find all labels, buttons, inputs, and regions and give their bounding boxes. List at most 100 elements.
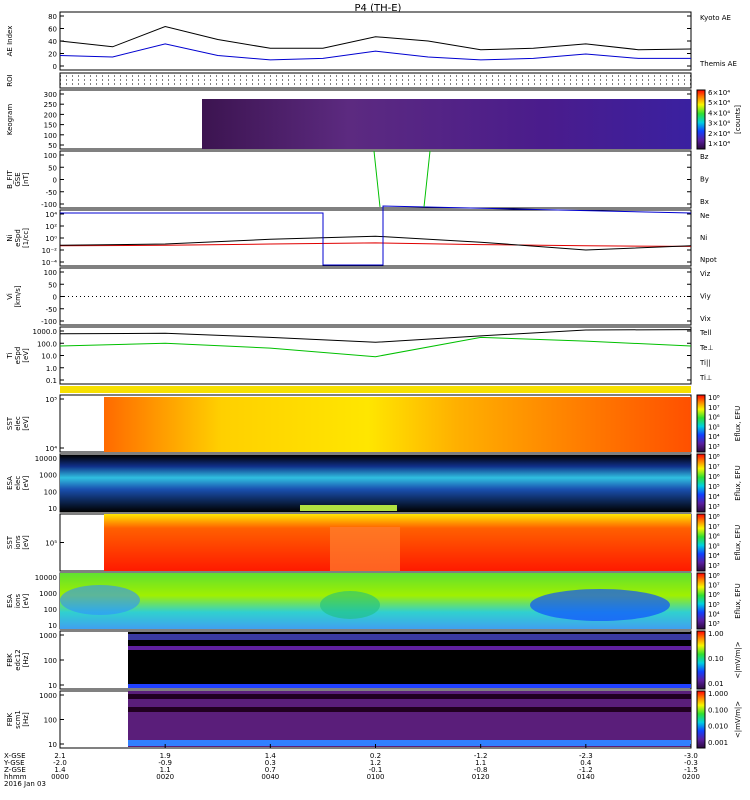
panel-ylabel-fbk_scm: scm1 bbox=[14, 710, 22, 729]
x-axis-row-label: hhmm bbox=[4, 773, 27, 781]
tick-label: 100 bbox=[44, 152, 57, 160]
x-axis-value: 1.4 bbox=[54, 766, 66, 774]
tick-label: 0 bbox=[53, 294, 57, 302]
x-axis-value: -2.3 bbox=[579, 752, 593, 760]
x-axis-row-label: X-GSE bbox=[4, 752, 26, 760]
panel-ylabel-keogram: Keogram bbox=[6, 104, 14, 135]
colorbar-label: 0.10 bbox=[708, 655, 724, 663]
colorbar-label: 10⁶ bbox=[708, 533, 720, 541]
colorbar-label: 10⁷ bbox=[708, 404, 720, 412]
colorbar-label: 10⁶ bbox=[708, 473, 720, 481]
panel-ylabel-esa_e: [eV] bbox=[22, 475, 30, 490]
colorbar-label: 10⁸ bbox=[708, 394, 720, 402]
colorbar-label: 10⁷ bbox=[708, 582, 720, 590]
colorbars: 6×10⁴ 5×10⁴ 4×10⁴ 3×10⁴ 2×10⁴ 1×10⁴ [counts] 10… bbox=[696, 89, 742, 749]
colorbar-label: 10³ bbox=[708, 620, 720, 628]
tick-label: 80 bbox=[48, 13, 57, 21]
colorbar-label: 0.01 bbox=[708, 680, 724, 688]
tick-label: 10⁰ bbox=[45, 235, 57, 243]
colorbar-label: 10³ bbox=[708, 562, 720, 570]
legend-vix: Vix bbox=[700, 315, 711, 323]
legend-ti: Ti|| bbox=[699, 359, 711, 367]
panel-ylabel-density: eSpd bbox=[14, 229, 22, 247]
tick-label: 1000.0 bbox=[33, 328, 58, 336]
fbk-scm-band-3 bbox=[128, 740, 691, 746]
panel-ylabel-velocity: Vi bbox=[6, 293, 14, 300]
tick-label: 10⁴ bbox=[45, 445, 57, 453]
x-axis-value: 0120 bbox=[472, 773, 490, 781]
panel-ylabel-fbk_edc: edc12 bbox=[14, 649, 22, 671]
colorbar-esa_i bbox=[696, 572, 706, 630]
colorbar-label: 10⁵ bbox=[708, 542, 720, 550]
colorbar-label: 10⁵ bbox=[708, 483, 720, 491]
colorbar-label: 2×10⁴ bbox=[708, 130, 730, 138]
esa-elec-image bbox=[60, 455, 691, 512]
colorbar-label: 4×10⁴ bbox=[708, 109, 730, 117]
tick-label: 1000 bbox=[39, 632, 57, 640]
colorbar-label: 10⁵ bbox=[708, 423, 720, 431]
tick-label: 10000 bbox=[35, 574, 57, 582]
panel-ylabel-esa_i: ESA bbox=[6, 594, 14, 608]
legend-bz: Bz bbox=[700, 153, 709, 161]
legend-kyotoae: Kyoto AE bbox=[700, 14, 731, 22]
x-axis-value: -0.8 bbox=[474, 766, 488, 774]
panel-ylabel-sst_i: SST bbox=[6, 535, 14, 549]
panel-ylabel-fbk_scm: FBK bbox=[6, 712, 14, 726]
x-axis-value: 1.9 bbox=[160, 752, 171, 760]
colorbar-label: 10⁶ bbox=[708, 591, 720, 599]
fbk-edc-band-2 bbox=[128, 646, 691, 650]
panel-ylabel-esa_e: elec bbox=[14, 476, 22, 491]
x-axis-value: 1.2 bbox=[370, 759, 381, 767]
panel-ylabel-density: [1/cc] bbox=[22, 228, 30, 248]
tick-label: 0 bbox=[53, 63, 57, 71]
colorbar-label: 10³ bbox=[708, 443, 720, 451]
x-axis-row-label: Z-GSE bbox=[4, 766, 26, 774]
colorbar-label: 10⁴ bbox=[708, 552, 720, 560]
panel-ylabel-fbk_edc: [Hz] bbox=[22, 653, 30, 668]
colorbar-sst_i bbox=[696, 513, 706, 572]
colorbar-unit: Eflux, EFU bbox=[734, 583, 742, 618]
series-line-by bbox=[373, 150, 381, 208]
colorbar-label: 10⁸ bbox=[708, 513, 720, 521]
colorbar-label: 10⁷ bbox=[708, 523, 720, 531]
x-axis-value: 1.1 bbox=[475, 759, 486, 767]
keogram-image bbox=[202, 99, 691, 149]
tick-label: 250 bbox=[44, 101, 57, 109]
x-axis-value: 0140 bbox=[577, 773, 595, 781]
colorbar-label: 10⁵ bbox=[708, 601, 720, 609]
tick-label: 1000 bbox=[39, 472, 57, 480]
tick-label: 100 bbox=[44, 488, 57, 496]
esa-ions-feature-1 bbox=[60, 585, 140, 615]
tick-label: 300 bbox=[44, 91, 57, 99]
panel-ylabel-sst_e: SST bbox=[6, 416, 14, 430]
tick-label: 10⁵ bbox=[45, 396, 57, 404]
tick-label: 10⁻⁴ bbox=[42, 259, 58, 267]
panel-ylabel-sst_i: ions bbox=[14, 535, 22, 550]
tick-label: -100 bbox=[41, 201, 57, 209]
data-lines bbox=[59, 25, 692, 358]
colorbar-label: 0.100 bbox=[708, 706, 728, 714]
panel-ylabel-ae: AE Index bbox=[6, 26, 14, 57]
tick-label: 100.0 bbox=[37, 340, 57, 348]
colorbar-fbk_edc bbox=[696, 630, 706, 690]
colorbar-fbk_scm bbox=[696, 690, 706, 749]
legend-bx: Bx bbox=[700, 198, 709, 206]
panel-ylabel-density: Ni bbox=[6, 234, 14, 241]
panel-ylabel-sst_e: elec bbox=[14, 416, 22, 431]
tick-label: 10⁻² bbox=[42, 247, 58, 255]
x-axis-value: -0.1 bbox=[369, 766, 383, 774]
x-axis-value: 1.4 bbox=[265, 752, 277, 760]
colorbar-unit: <|mV/m|> bbox=[734, 701, 742, 738]
legend-viz: Viz bbox=[700, 270, 711, 278]
legend-by: By bbox=[700, 176, 709, 184]
tick-label: 50 bbox=[48, 142, 57, 150]
colorbar-label: 5×10⁴ bbox=[708, 99, 730, 107]
x-axis-value: -3.0 bbox=[684, 752, 698, 760]
colorbar-keogram bbox=[696, 89, 706, 150]
x-axis-value: 0.7 bbox=[265, 766, 276, 774]
x-axis-value: 0200 bbox=[682, 773, 700, 781]
panel-ylabel-esa_e: ESA bbox=[6, 476, 14, 490]
